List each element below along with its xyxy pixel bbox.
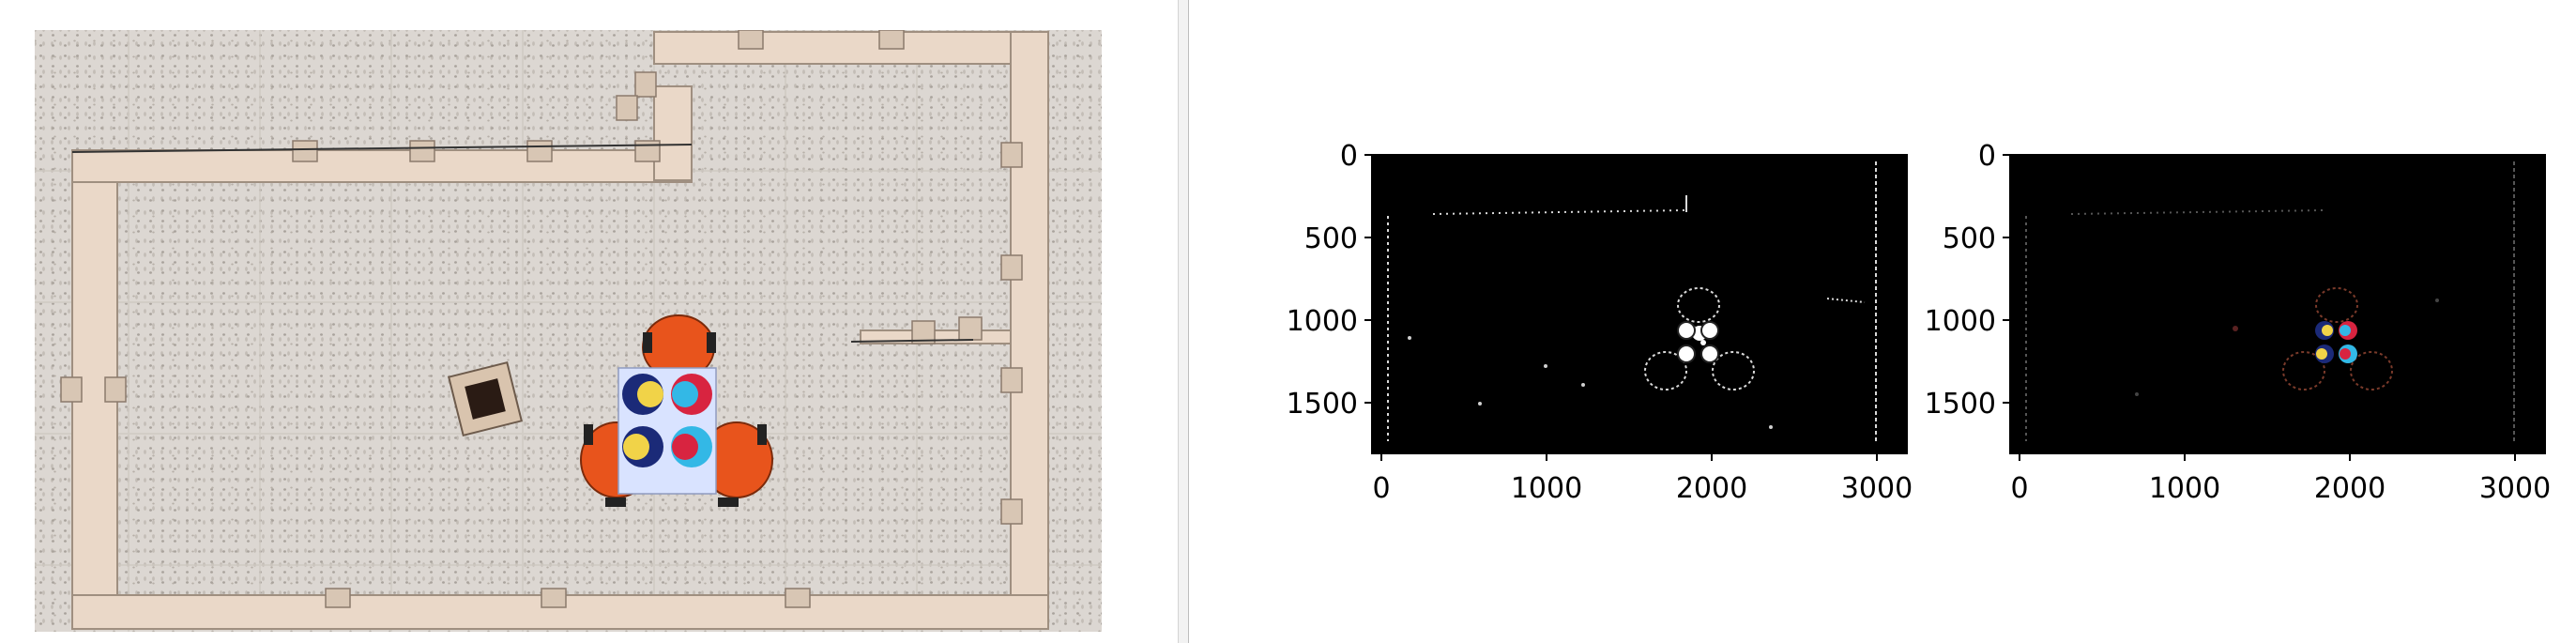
color-mask-plot: 0 500 1000 1500 0 1000 2000 3000 <box>1925 140 2552 505</box>
y-tick-label: 0 <box>1978 140 1996 173</box>
y-tick-label: 1000 <box>1287 305 1358 338</box>
x-tick-label: 1000 <box>2149 472 2220 505</box>
y-tick-label: 1500 <box>1287 388 1358 421</box>
x-tick-label: 1000 <box>1511 472 1582 505</box>
arena-walls <box>72 32 1048 629</box>
x-tick-label: 2000 <box>1676 472 1747 505</box>
edge-mask-plot: 0 500 1000 1500 0 1000 2000 3000 <box>1287 140 1913 505</box>
y-tick-label: 1500 <box>1925 388 1996 421</box>
x-tick-label: 2000 <box>2314 472 2385 505</box>
color-mask-image <box>2010 155 2545 453</box>
x-tick-label: 3000 <box>1841 472 1913 505</box>
y-tick-label: 500 <box>1943 222 1996 255</box>
plot-pane: 0 500 1000 1500 0 1000 2000 3000 <box>1189 0 2576 643</box>
camera-pane <box>0 0 1178 643</box>
x-tick-label: 0 <box>1372 472 1390 505</box>
pane-splitter[interactable] <box>1178 0 1189 643</box>
y-tick-label: 1000 <box>1925 305 1996 338</box>
y-tick-label: 0 <box>1340 140 1358 173</box>
arena-scene <box>35 30 1102 632</box>
y-tick-label: 500 <box>1304 222 1358 255</box>
x-tick-label: 3000 <box>2479 472 2551 505</box>
x-tick-label: 0 <box>2010 472 2028 505</box>
plot-canvas: 0 500 1000 1500 0 1000 2000 3000 <box>1189 0 2576 643</box>
wall-clips <box>61 30 1022 607</box>
camera-image <box>35 30 1102 632</box>
marker-card <box>618 368 716 494</box>
edge-mask-image <box>1372 155 1907 453</box>
wooden-block <box>449 362 522 436</box>
